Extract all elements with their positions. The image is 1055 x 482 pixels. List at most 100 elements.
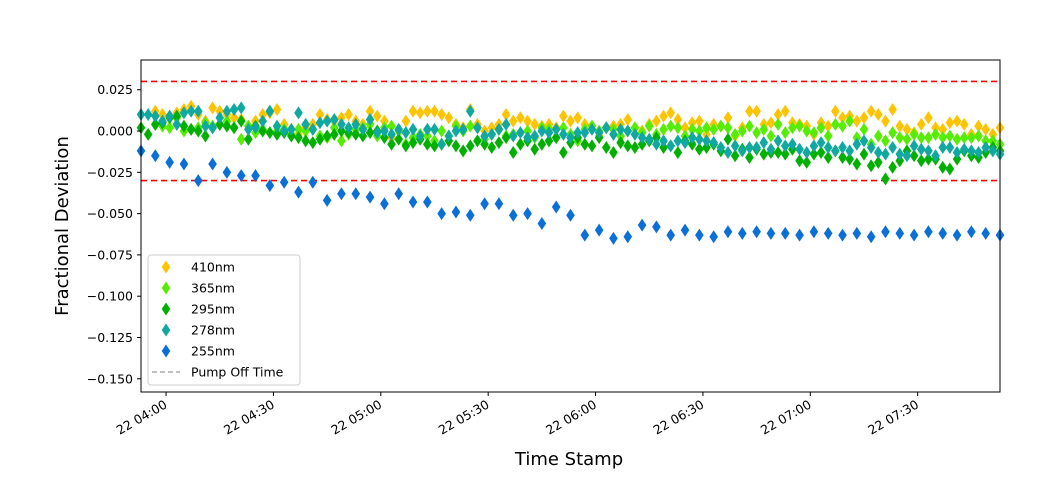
data-point (780, 147, 790, 161)
data-points (136, 99, 1005, 245)
data-point (723, 121, 733, 135)
data-point (186, 122, 196, 136)
data-point (337, 124, 346, 138)
data-point (251, 121, 260, 135)
data-point (695, 132, 704, 146)
data-point (630, 141, 640, 155)
data-point (451, 139, 461, 153)
data-point (258, 124, 267, 138)
data-point (444, 129, 454, 143)
legend-item: 255nm (161, 344, 235, 359)
data-point (294, 185, 303, 199)
data-point (279, 175, 289, 189)
data-point (244, 132, 253, 146)
x-tick-label: 22 04:00 (114, 397, 170, 438)
legend-item: 295nm (161, 302, 235, 317)
data-point (852, 226, 862, 240)
data-point (215, 117, 225, 131)
data-point (680, 121, 690, 135)
data-point (795, 142, 804, 156)
data-point (952, 228, 962, 242)
data-point (637, 131, 647, 145)
data-point (365, 190, 375, 204)
data-point (780, 139, 790, 153)
data-point (609, 127, 618, 141)
data-point (967, 225, 976, 239)
data-point (802, 124, 812, 138)
data-point (201, 129, 210, 143)
data-point (938, 226, 948, 240)
data-point (380, 131, 389, 145)
data-point (537, 217, 547, 231)
x-tick-label: 22 05:30 (436, 397, 492, 438)
data-point (959, 142, 969, 156)
data-point (272, 103, 282, 117)
data-point (365, 112, 375, 126)
data-point (408, 104, 418, 118)
data-point (773, 117, 783, 131)
data-point (666, 119, 676, 133)
y-axis-label: Fractional Deviation (52, 136, 73, 316)
data-point (773, 108, 783, 122)
x-axis-label: Time Stamp (514, 449, 623, 470)
data-point (909, 127, 919, 141)
data-point (866, 230, 876, 244)
data-point (566, 114, 575, 128)
data-point (494, 197, 504, 211)
data-point (752, 126, 761, 140)
data-point (344, 108, 353, 122)
data-point (945, 116, 955, 130)
data-point (494, 122, 504, 136)
data-point (279, 124, 289, 138)
data-point (193, 104, 203, 118)
data-point (487, 141, 497, 155)
data-point (924, 152, 933, 166)
data-point (251, 169, 260, 183)
data-point (415, 106, 425, 120)
data-point (680, 136, 690, 150)
data-point (465, 119, 475, 133)
data-point (795, 154, 804, 168)
data-point (609, 145, 618, 159)
data-point (179, 106, 189, 120)
data-point (952, 114, 962, 128)
data-point (809, 126, 819, 140)
data-point (473, 134, 482, 148)
data-point (852, 114, 862, 128)
data-point (480, 197, 489, 211)
data-point (508, 145, 518, 159)
legend-label: 278nm (191, 323, 235, 338)
data-point (931, 149, 940, 163)
data-point (845, 114, 854, 128)
data-point (687, 131, 697, 145)
data-point (551, 200, 561, 214)
data-point (637, 218, 647, 232)
data-point (308, 136, 318, 150)
data-point (229, 111, 239, 125)
data-point (766, 226, 776, 240)
data-point (981, 134, 990, 148)
data-point (580, 126, 590, 140)
data-point (881, 114, 890, 128)
data-point (308, 122, 318, 136)
data-point (773, 134, 783, 148)
x-tick-label: 22 07:00 (758, 397, 814, 438)
data-point (802, 155, 812, 169)
data-point (659, 134, 668, 148)
data-point (551, 122, 561, 136)
data-point (931, 127, 940, 141)
data-point (408, 136, 418, 150)
data-point (401, 114, 411, 128)
data-point (616, 122, 625, 136)
data-point (329, 121, 339, 135)
data-point (988, 144, 998, 158)
data-point (501, 117, 511, 131)
data-point (573, 126, 582, 140)
data-point (458, 144, 468, 158)
data-point (874, 155, 883, 169)
data-point (573, 111, 582, 125)
legend-marker (161, 281, 171, 295)
legend-item: 278nm (161, 323, 235, 338)
data-point (337, 111, 346, 125)
